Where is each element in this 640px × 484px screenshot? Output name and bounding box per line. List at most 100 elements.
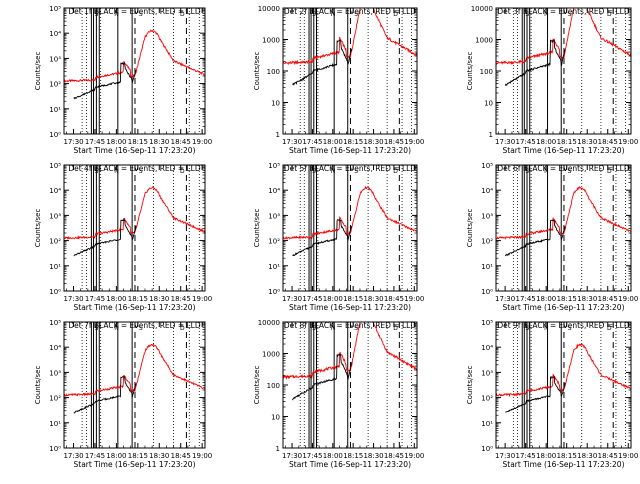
top-marker-symbol: D [180, 168, 185, 175]
top-marker-symbol: S [95, 11, 99, 18]
top-marker-symbol: D [607, 325, 612, 332]
top-marker-symbol: N [114, 11, 119, 18]
y-tick-label: 10⁰ [481, 288, 493, 296]
axes-frame [63, 321, 206, 449]
top-marker-symbol: D [393, 11, 398, 18]
plot-area [496, 8, 631, 134]
y-tick-label: 10⁵ [481, 162, 493, 170]
axes-frame [495, 164, 632, 292]
x-tick-label: 19:00 [618, 452, 638, 460]
x-tick-label: 18:30 [577, 138, 597, 146]
y-tick-label: 10⁴ [49, 30, 61, 38]
x-tick-label: 18:45 [384, 452, 404, 460]
x-tick-label: 18:30 [149, 452, 169, 460]
y-tick-label: 10² [49, 238, 61, 246]
x-tick-label: 17:45 [85, 295, 105, 303]
x-tick-label: 18:45 [384, 138, 404, 146]
y-tick-label: 100 [267, 68, 280, 76]
x-tick-label: 19:00 [618, 295, 638, 303]
y-tick-label: 10⁵ [49, 319, 61, 327]
x-tick-label: 18:45 [598, 138, 618, 146]
x-tick-label: 18:30 [577, 295, 597, 303]
x-axis-label: Start Time (16-Sep-11 17:23:20) [503, 303, 625, 312]
x-tick-label: 18:30 [363, 295, 383, 303]
panel-title: Det 7f BLACK = Events, RED = LLD [68, 321, 201, 330]
x-tick-label: 18:00 [323, 295, 343, 303]
panel-title: Det 9f BLACK = Events, RED = LLD [497, 321, 630, 330]
y-tick-label: 10⁴ [481, 187, 493, 195]
x-tick-label: 18:00 [106, 452, 126, 460]
y-axis-label: Counts/sec [253, 209, 261, 248]
panel-title: Det 5f BLACK = Events, RED = LLD [284, 164, 417, 173]
y-tick-label: 10⁴ [268, 187, 280, 195]
plot-area [283, 165, 417, 291]
x-tick-label: 17:30 [63, 452, 83, 460]
panel-title: Det 6f BLACK = Events, RED = LLD [497, 164, 630, 173]
top-marker-symbol: N [544, 325, 549, 332]
panel-title: Det 3f BLACK = Events, RED = LLD [497, 7, 630, 16]
x-tick-label: 19:00 [404, 138, 424, 146]
axes-frame [495, 321, 632, 449]
y-tick-label: 10¹ [268, 263, 280, 271]
x-tick-label: 18:00 [323, 452, 343, 460]
series-events-black [504, 39, 566, 86]
x-tick-label: 18:00 [536, 452, 556, 460]
top-marker-symbol: N [331, 168, 336, 175]
x-tick-label: 18:15 [343, 295, 363, 303]
series-events-black [73, 376, 137, 414]
x-tick-label: 17:45 [85, 452, 105, 460]
x-tick-label: 17:45 [302, 452, 322, 460]
x-axis-label: Start Time (16-Sep-11 17:23:20) [74, 460, 196, 469]
y-tick-label: 10000 [258, 5, 280, 13]
top-marker-symbol: S [568, 168, 572, 175]
y-axis-label: Counts/sec [466, 52, 474, 91]
top-marker-symbol: S [95, 325, 99, 332]
panel-title: Det 1f BLACK = Events, RED = LLD [68, 7, 201, 16]
series-lld-red [283, 8, 417, 66]
x-tick-label: 18:00 [106, 138, 126, 146]
x-tick-label: 17:30 [282, 295, 302, 303]
x-tick-label: 18:00 [106, 295, 126, 303]
top-marker-symbol: S [525, 11, 529, 18]
top-marker-symbol: S [568, 325, 572, 332]
y-tick-label: 10³ [49, 212, 61, 220]
y-tick-label: 10⁵ [49, 5, 61, 13]
y-axis-label: Counts/sec [34, 366, 42, 405]
top-marker-symbol: S [139, 168, 143, 175]
x-axis-label: Start Time (16-Sep-11 17:23:20) [289, 303, 411, 312]
x-tick-label: 18:30 [149, 295, 169, 303]
x-tick-label: 17:30 [63, 138, 83, 146]
top-marker-symbol: N [331, 11, 336, 18]
top-marker-symbol: N [544, 168, 549, 175]
top-marker-symbol: D [607, 168, 612, 175]
y-tick-label: 10² [481, 395, 493, 403]
x-tick-label: 19:00 [404, 295, 424, 303]
x-tick-label: 18:00 [536, 138, 556, 146]
y-tick-label: 10⁵ [481, 319, 493, 327]
top-marker-symbol: S [568, 11, 572, 18]
series-events-black [292, 219, 352, 257]
x-tick-label: 17:45 [85, 138, 105, 146]
y-tick-label: 10 [271, 100, 280, 108]
panel-title: Det 8f BLACK = Events, RED = LLD [284, 321, 417, 330]
y-tick-label: 10 [271, 414, 280, 422]
x-tick-label: 18:15 [557, 138, 577, 146]
y-tick-label: 10⁰ [49, 288, 61, 296]
top-marker-symbol: S [354, 325, 358, 332]
y-tick-label: 10 [484, 100, 493, 108]
y-tick-label: 1 [276, 131, 280, 139]
x-tick-label: 18:00 [536, 295, 556, 303]
x-tick-label: 18:15 [128, 452, 148, 460]
panel-det-3: 1 10 100 1000 10000 17:30 17:45 18:00 18:15 18:30… [466, 5, 638, 155]
x-axis-label: Start Time (16-Sep-11 17:23:20) [74, 146, 196, 155]
axes-frame [63, 164, 206, 292]
panel-title: Det 2f BLACK = Events, RED = LLD [284, 7, 417, 16]
x-tick-label: 17:45 [302, 138, 322, 146]
